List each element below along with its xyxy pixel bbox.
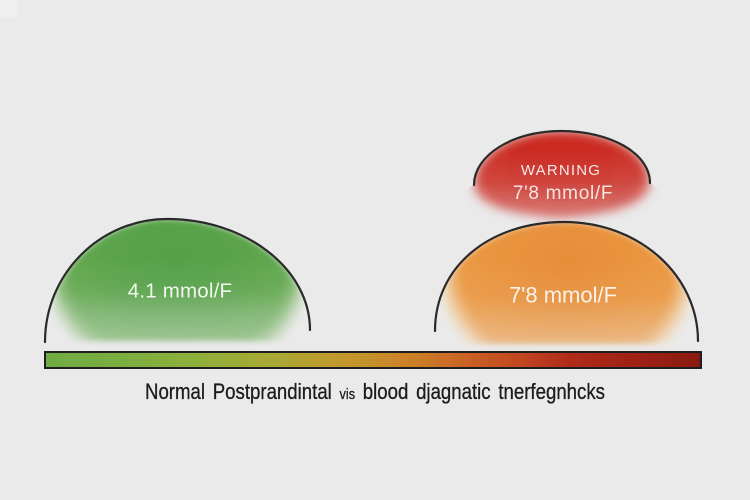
svg-text:WARNING: WARNING [521, 162, 601, 179]
svg-text:4.1 mmol/F: 4.1 mmol/F [128, 280, 233, 303]
svg-text:7'8 mmol/F: 7'8 mmol/F [509, 283, 617, 308]
svg-text:Normal Postprandintal vis blo: Normal Postprandintal vis blood djagnati… [145, 379, 605, 404]
svg-text:7'8 mmol/F: 7'8 mmol/F [513, 183, 613, 204]
